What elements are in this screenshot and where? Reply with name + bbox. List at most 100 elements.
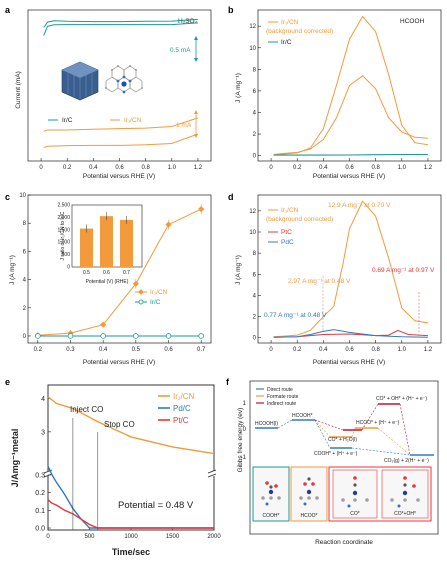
panel-d-legend-ircn: Ir₁/CN <box>281 207 299 214</box>
panel-a-x-tick-label: 0.6 <box>115 165 124 171</box>
panel-c-inset-x-tick-label: 0.7 <box>123 270 130 276</box>
panel-a-x-tick-label: 1.2 <box>194 165 203 171</box>
panel-c-yticks: 0 2 4 6 8 10 <box>19 193 31 340</box>
panel-c-y-tick-label: 4 <box>23 278 27 284</box>
panel-d-x-tick-label: 0 <box>269 347 273 353</box>
panel-a-condition: H₂SO₄ <box>178 18 198 25</box>
panel-d-xlabel: Potential versus RHE (V) <box>313 359 385 366</box>
panel-c-ylabel: J (A mg⁻¹) <box>9 255 16 285</box>
panel-c-legend-irc-marker <box>138 299 144 305</box>
panel-c-y-tick-label: 0 <box>23 334 27 340</box>
panel-f-structure-insets: COOH* HCOO* CO* CO*+OH* <box>252 466 432 522</box>
panel-c-x-tick-label: 0.2 <box>34 347 43 353</box>
panel-b-y-tick-label: 8 <box>253 67 257 73</box>
panel-c-x-tick-label: 0.6 <box>164 347 173 353</box>
panel-c-x-tick-label: 0.3 <box>66 347 75 353</box>
panel-e-x-tick-label: 2000 <box>207 534 221 540</box>
panel-b-x-tick-label: 0.2 <box>293 165 302 171</box>
molecule-structure-illustration <box>105 65 143 94</box>
panel-f-state-co-oh: CO* + OH* + (H⁺ + e⁻) <box>376 396 427 402</box>
panel-f-ylabel: Gibbs free energy (ev) <box>237 408 244 473</box>
panel-a-x-tick-label: 0.2 <box>63 165 72 171</box>
panel-e-y-tick-label: 0.1 <box>35 508 45 515</box>
panel-c-y-tick-label: 8 <box>23 221 27 227</box>
panel-d-y-tick-label: 12 <box>249 209 256 215</box>
panel-e: e J/Amg⁻¹metal Time/sec 0 500 1000 1500 2000… <box>5 377 221 557</box>
panel-c-inset-xlabel: Potential (V) (RHE) <box>86 279 129 285</box>
panel-e-y-tick-label: 0.2 <box>35 490 45 497</box>
arrow-down-icon <box>194 58 198 62</box>
panel-f-state-co-h2o: CO* + H₂O(l) <box>328 437 357 443</box>
panel-d-yticks: 0 2 4 6 8 10 12 <box>249 209 261 342</box>
panel-a-legend-irc: Ir/C <box>62 117 73 124</box>
panel-f-frame <box>249 380 439 535</box>
panel-c-irc-point <box>100 333 106 339</box>
panel-b-ircn-forward-line <box>273 75 428 155</box>
panel-c-legend-ircn-marker <box>138 289 144 295</box>
panel-a: a H₂SO₄ Current (mA) Potential versus RH… <box>5 5 212 180</box>
panel-d-annotation-ptc: 0.69 A mg⁻¹ at 0.97 V <box>372 267 435 274</box>
panel-f-state-hcooh: HCOOH(l) <box>255 421 278 427</box>
panel-c-irc-point <box>133 333 139 339</box>
panel-f-legend-direct: Direct route <box>267 387 293 393</box>
panel-b-letter: b <box>228 5 234 15</box>
panel-d-x-tick-label: 0.2 <box>293 347 302 353</box>
panel-c-x-tick-label: 0.4 <box>99 347 108 353</box>
panel-b-legend-bg: (background corrected) <box>266 28 333 35</box>
panel-f-ytick-0: 0 <box>243 427 247 433</box>
panel-e-yticks: 0.0 0.1 0.2 0.3 3 4 <box>35 396 51 533</box>
panel-c-irc-point <box>67 333 74 339</box>
panel-e-x-tick-label: 0 <box>46 534 50 540</box>
panel-e-legend-ptc: Pt/C <box>173 416 189 425</box>
panel-c-irc-point <box>198 333 204 339</box>
panel-f-state-hcooh-star: HCOOH* <box>292 413 313 419</box>
panel-b-x-tick-label: 0.6 <box>345 165 354 171</box>
panel-c-x-tick-label: 0.5 <box>132 347 141 353</box>
panel-e-axis-break <box>43 469 217 478</box>
panel-a-legend-ircn: Ir₁/CN <box>124 117 142 124</box>
panel-c-y-tick-label: 2 <box>23 306 27 312</box>
panel-a-x-tick-label: 0 <box>39 165 43 171</box>
panel-c-inset-y-tick-label: 0 <box>67 265 70 271</box>
panel-b-condition: HCOOH <box>400 18 425 25</box>
panel-b-y-tick-label: 12 <box>249 24 256 30</box>
panel-b-ircn-reverse-line <box>273 15 428 156</box>
panel-d-y-tick-label: 8 <box>253 251 257 257</box>
panel-c-x-tick-label: 0.7 <box>197 347 206 353</box>
panel-b-y-tick-label: 2 <box>253 132 257 138</box>
panel-c-inset-y-tick-label: 2,500 <box>57 203 70 209</box>
panel-b-x-tick-label: 0.4 <box>319 165 328 171</box>
panel-d-x-tick-label: 1.2 <box>424 347 433 353</box>
crystal-structure-illustration <box>61 61 99 101</box>
panel-f-inset-label-cooh: COOH* <box>263 513 280 519</box>
panel-a-ircn-forward-line <box>43 117 199 132</box>
panel-b-x-tick-label: 1.0 <box>398 165 407 171</box>
panel-a-frame <box>27 9 212 162</box>
panel-f-letter: f <box>226 377 230 387</box>
panel-e-xticks: 0 500 1000 1500 2000 <box>46 527 221 540</box>
panel-b-xlabel: Potential versus RHE (V) <box>313 173 385 180</box>
panel-e-ircn-line <box>47 396 215 455</box>
panel-e-ylabel: J/Amg⁻¹metal <box>10 429 20 488</box>
panel-f-inset-cooh <box>252 466 290 522</box>
arrow-up-icon <box>194 36 198 40</box>
panel-c-y-tick-label: 10 <box>19 193 26 199</box>
panel-d-x-tick-label: 0.6 <box>345 347 354 353</box>
panel-d-y-tick-label: 4 <box>253 293 257 299</box>
panel-e-x-tick-label: 500 <box>84 534 95 540</box>
panel-c-inset-y-tick-label: 1,000 <box>57 240 70 246</box>
panel-e-y-tick-label: 4 <box>41 396 45 403</box>
panel-f-xlabel: Reaction coordinate <box>315 539 373 546</box>
panel-b-y-tick-label: 4 <box>253 110 257 116</box>
panel-c-inset-xticks: 0.5 0.6 0.7 <box>83 270 130 276</box>
panel-b-x-tick-label: 0 <box>269 165 273 171</box>
panel-c-inset-bar <box>100 216 113 267</box>
panel-e-legend-ircn: Ir₁/CN <box>173 392 195 401</box>
panel-d-ircn-line <box>273 200 428 338</box>
panel-c-legend-ircn: Ir₁/CN <box>150 289 168 296</box>
panel-a-scale-bottom-label: 1 mA <box>176 122 192 129</box>
panel-d-legend-pdc: PdC <box>281 239 294 246</box>
panel-a-irc-forward-line <box>43 18 198 28</box>
panel-f-legend-formate: Formate route <box>267 394 299 400</box>
